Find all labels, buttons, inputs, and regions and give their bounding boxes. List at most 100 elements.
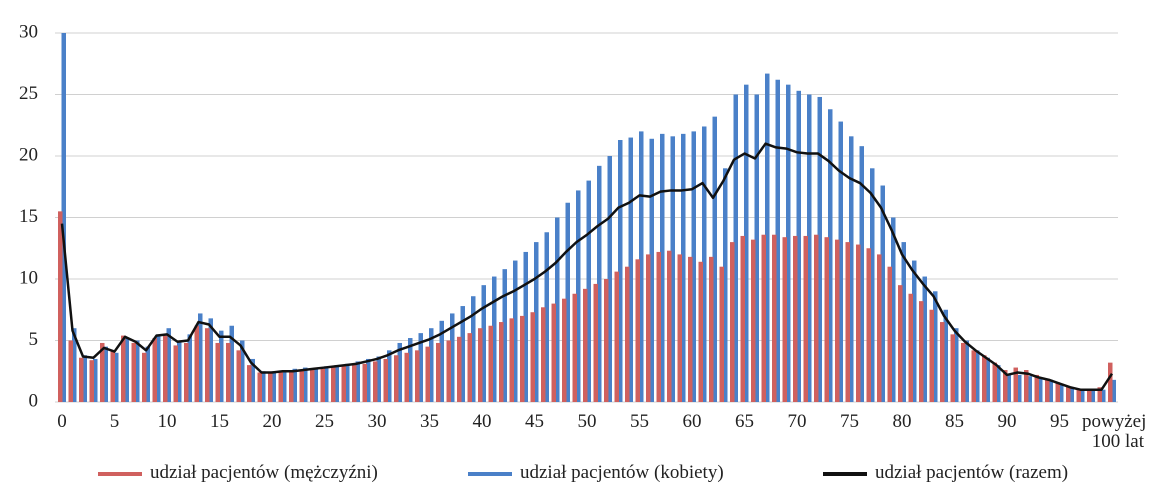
bar xyxy=(786,84,791,402)
x-tick-label: 20 xyxy=(262,411,282,432)
bar xyxy=(418,333,423,402)
bar xyxy=(334,365,339,402)
bar xyxy=(446,340,451,402)
bar xyxy=(177,340,182,402)
bar xyxy=(394,355,399,402)
bar xyxy=(1003,370,1008,402)
bar xyxy=(250,358,255,402)
bar xyxy=(240,340,245,402)
legend-entry: udział pacjentów (kobiety) xyxy=(468,462,724,484)
bar xyxy=(681,133,686,403)
bar xyxy=(523,251,528,402)
bar xyxy=(982,355,987,402)
bar xyxy=(702,126,707,402)
bar xyxy=(1038,378,1043,402)
bar xyxy=(709,256,714,402)
bar xyxy=(817,96,822,403)
bar xyxy=(754,94,759,402)
bar xyxy=(985,357,990,402)
bar xyxy=(992,362,997,402)
bar xyxy=(481,285,486,402)
bar xyxy=(331,367,336,402)
bar xyxy=(110,350,115,402)
bar xyxy=(457,336,462,402)
bar xyxy=(345,363,350,402)
bar xyxy=(1090,389,1095,402)
bar xyxy=(439,320,444,402)
bar xyxy=(541,307,546,402)
bar xyxy=(488,325,493,402)
bar xyxy=(89,360,94,402)
bar xyxy=(908,293,913,402)
bar xyxy=(278,371,283,402)
bar xyxy=(1017,374,1022,402)
bar xyxy=(838,121,843,402)
bar xyxy=(996,365,1001,402)
bar xyxy=(152,338,157,402)
x-tick-label: 55 xyxy=(630,411,649,432)
bar xyxy=(866,248,871,402)
bar xyxy=(499,322,504,402)
bar xyxy=(870,168,875,402)
x-tick-label: 30 xyxy=(367,411,387,432)
bar xyxy=(173,345,178,402)
bar xyxy=(1013,367,1018,402)
bar xyxy=(943,309,948,402)
bar xyxy=(513,260,518,402)
bar xyxy=(898,285,903,402)
legend-swatch xyxy=(468,471,512,476)
bar xyxy=(723,168,728,402)
bar xyxy=(562,298,567,402)
bar xyxy=(310,370,315,402)
bar xyxy=(555,217,560,402)
bar xyxy=(404,352,409,402)
x-tick-label: 25 xyxy=(315,411,334,432)
bar xyxy=(660,133,665,403)
bar xyxy=(691,131,696,402)
bar xyxy=(299,370,304,402)
bar xyxy=(670,136,675,402)
y-tick-label: 15 xyxy=(19,206,38,227)
bar xyxy=(1076,389,1081,402)
bar xyxy=(408,338,413,402)
bar xyxy=(891,217,896,402)
bar xyxy=(971,350,976,402)
bar xyxy=(604,279,609,402)
bar xyxy=(961,342,966,402)
bar xyxy=(551,303,556,402)
bar xyxy=(163,335,168,402)
x-tick-label: 45 xyxy=(525,411,544,432)
bar xyxy=(362,363,367,402)
bar xyxy=(646,254,651,402)
legend-swatch xyxy=(98,471,142,476)
bar xyxy=(142,352,147,402)
bar xyxy=(121,335,126,402)
bar xyxy=(415,350,420,402)
bar xyxy=(324,366,329,402)
bar xyxy=(597,165,602,402)
bar xyxy=(1080,389,1085,402)
bar xyxy=(373,361,378,402)
bar xyxy=(1097,387,1102,402)
bar xyxy=(856,244,861,402)
bar xyxy=(114,352,119,402)
bar xyxy=(355,361,360,402)
legend-entry: udział pacjentów (razem) xyxy=(823,462,1068,484)
bar xyxy=(292,368,297,402)
bar xyxy=(387,350,392,402)
bar xyxy=(467,333,472,402)
bar xyxy=(261,371,266,402)
bar xyxy=(667,250,672,402)
legend-label: udział pacjentów (mężczyźni) xyxy=(150,462,378,483)
bar xyxy=(607,156,612,402)
bar xyxy=(950,334,955,402)
x-tick-label: 10 xyxy=(157,411,177,432)
bar xyxy=(156,334,161,402)
bar xyxy=(576,190,581,402)
bar xyxy=(964,340,969,402)
x-tick-label: powyżej 100 lat xyxy=(1082,411,1147,452)
bar xyxy=(257,372,262,402)
bar xyxy=(534,242,539,402)
bar xyxy=(814,234,819,402)
